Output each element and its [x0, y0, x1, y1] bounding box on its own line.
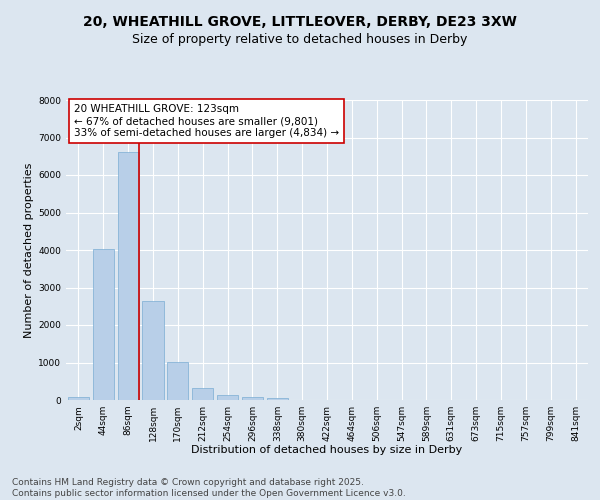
Bar [118, 152, 139, 400]
Bar [217, 396, 238, 400]
Text: 20 WHEATHILL GROVE: 123sqm
← 67% of detached houses are smaller (9,801)
33% of s: 20 WHEATHILL GROVE: 123sqm ← 67% of deta… [74, 104, 339, 138]
X-axis label: Distribution of detached houses by size in Derby: Distribution of detached houses by size … [191, 446, 463, 456]
Y-axis label: Number of detached properties: Number of detached properties [24, 162, 34, 338]
Bar [142, 300, 164, 400]
Bar [267, 398, 288, 400]
Bar [242, 397, 263, 400]
Text: 20, WHEATHILL GROVE, LITTLEOVER, DERBY, DE23 3XW: 20, WHEATHILL GROVE, LITTLEOVER, DERBY, … [83, 15, 517, 29]
Bar [93, 248, 114, 400]
Bar [68, 398, 89, 400]
Bar [192, 388, 213, 400]
Bar [167, 362, 188, 400]
Text: Contains HM Land Registry data © Crown copyright and database right 2025.
Contai: Contains HM Land Registry data © Crown c… [12, 478, 406, 498]
Text: Size of property relative to detached houses in Derby: Size of property relative to detached ho… [133, 32, 467, 46]
